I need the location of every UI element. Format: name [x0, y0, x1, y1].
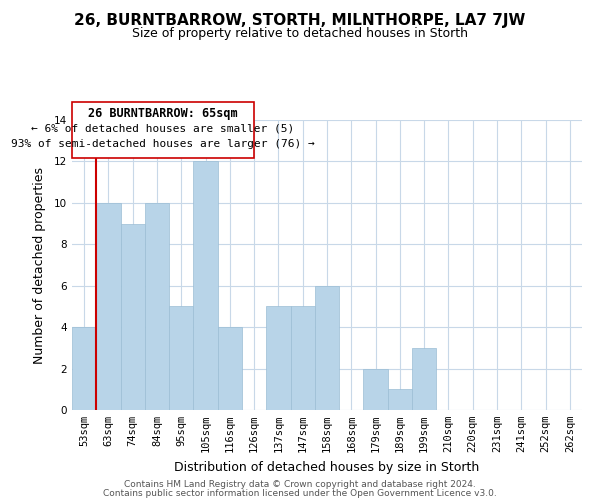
Text: Size of property relative to detached houses in Storth: Size of property relative to detached ho… [132, 28, 468, 40]
Text: Contains HM Land Registry data © Crown copyright and database right 2024.: Contains HM Land Registry data © Crown c… [124, 480, 476, 489]
Bar [169, 306, 193, 410]
Text: ← 6% of detached houses are smaller (5): ← 6% of detached houses are smaller (5) [31, 123, 295, 133]
Bar [72, 327, 96, 410]
Bar [315, 286, 339, 410]
Bar [193, 162, 218, 410]
Bar [290, 306, 315, 410]
Bar [266, 306, 290, 410]
Bar [218, 327, 242, 410]
Text: 26 BURNTBARROW: 65sqm: 26 BURNTBARROW: 65sqm [88, 106, 238, 120]
Bar [364, 368, 388, 410]
Bar [121, 224, 145, 410]
Text: 26, BURNTBARROW, STORTH, MILNTHORPE, LA7 7JW: 26, BURNTBARROW, STORTH, MILNTHORPE, LA7… [74, 12, 526, 28]
X-axis label: Distribution of detached houses by size in Storth: Distribution of detached houses by size … [175, 460, 479, 473]
Bar [96, 203, 121, 410]
Bar [388, 390, 412, 410]
Text: Contains public sector information licensed under the Open Government Licence v3: Contains public sector information licen… [103, 489, 497, 498]
Text: 93% of semi-detached houses are larger (76) →: 93% of semi-detached houses are larger (… [11, 138, 315, 148]
Bar [412, 348, 436, 410]
Bar [145, 203, 169, 410]
Y-axis label: Number of detached properties: Number of detached properties [32, 166, 46, 364]
FancyBboxPatch shape [72, 102, 254, 158]
